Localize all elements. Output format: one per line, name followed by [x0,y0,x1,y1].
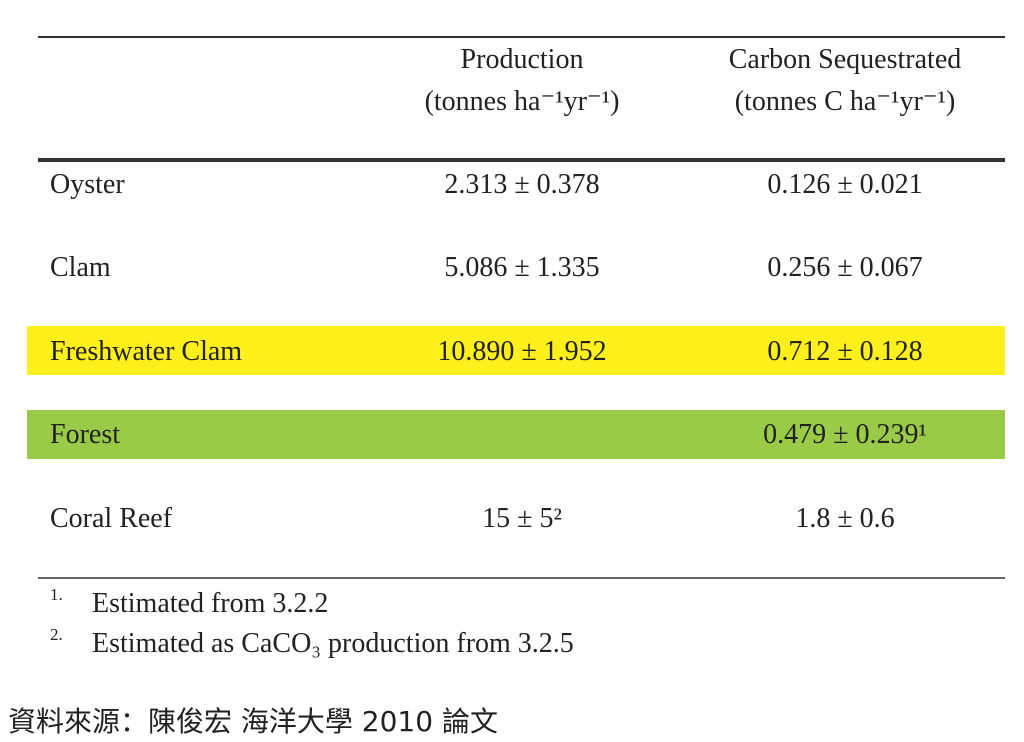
row-label: Oyster [50,169,125,200]
cell: 0.256 ± 0.067 [767,252,923,283]
cell: 5.086 ± 1.335 [444,252,600,283]
highlight-row [27,326,1005,375]
column-unit: (tonnes ha⁻¹yr⁻¹) [424,86,620,117]
cell: 0.126 ± 0.021 [767,169,923,200]
bottom-rule [38,577,1005,579]
row-label: Coral Reef [50,503,173,534]
cell: 0.479 ± 0.239¹ [763,419,927,450]
row-label: Clam [50,252,111,283]
column-unit: (tonnes C ha⁻¹yr⁻¹) [734,86,956,117]
highlight-row [27,410,1005,459]
footnote-marker: 1. [50,585,63,604]
cell: 10.890 ± 1.952 [437,336,607,367]
cell: 15 ± 5² [482,503,562,534]
row-label: Freshwater Clam [50,336,243,367]
cell: 0.712 ± 0.128 [767,336,923,367]
footnote: Estimated as CaCO₃ production from 3.2.5 [92,628,574,659]
column-header: Production [460,44,584,75]
header-rule [38,158,1005,162]
cell: 1.8 ± 0.6 [795,503,895,534]
row-label: Forest [50,419,120,450]
column-header: Carbon Sequestrated [728,44,962,75]
top-rule [38,36,1005,38]
source: 資料來源：陳俊宏 海洋大學 2010 論文 [8,705,498,738]
footnote: Estimated from 3.2.2 [92,588,329,619]
cell: 2.313 ± 0.378 [444,169,600,200]
footnote-marker: 2. [50,625,63,644]
